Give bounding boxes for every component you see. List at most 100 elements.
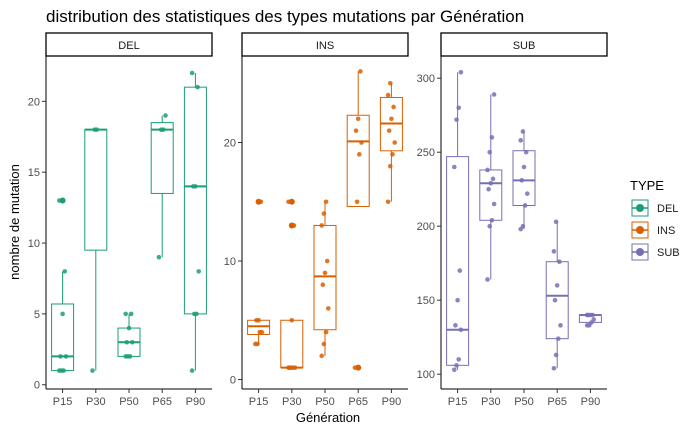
data-point (291, 223, 297, 228)
box-iqr (84, 129, 108, 251)
data-point (57, 198, 62, 203)
data-point (286, 199, 291, 205)
data-point (386, 128, 392, 133)
data-point (323, 329, 329, 335)
legend-label: INS (657, 225, 675, 237)
facet-strip (440, 32, 608, 57)
box-sub-p15 (446, 69, 470, 373)
data-point (489, 135, 495, 140)
box-ins-p30 (280, 198, 304, 370)
data-point (551, 365, 557, 371)
x-tick-label: P50 (315, 396, 335, 408)
data-point (489, 217, 495, 223)
y-tick-label: 5 (34, 309, 40, 321)
data-point (195, 84, 200, 90)
data-point (322, 270, 328, 276)
data-point (523, 149, 529, 155)
data-point (255, 341, 260, 347)
data-point (458, 69, 464, 75)
facet-strip-label: INS (316, 40, 334, 52)
data-point (321, 211, 327, 216)
data-point (62, 269, 68, 274)
chart-title: distribution des statistiques des types … (46, 7, 524, 26)
data-point (321, 341, 327, 347)
data-point (558, 323, 563, 328)
data-point (388, 163, 393, 169)
data-point (556, 336, 561, 341)
data-point (124, 339, 130, 345)
box-iqr (183, 86, 207, 315)
box-ins-p90 (379, 80, 403, 205)
data-point (488, 180, 494, 186)
data-point (189, 368, 195, 373)
data-point (189, 70, 195, 76)
data-point (128, 311, 134, 317)
legend-entry-ins: INS (631, 221, 675, 239)
data-point (324, 258, 330, 264)
box-sub-p90 (578, 312, 602, 328)
legend-entry-del: DEL (631, 199, 678, 217)
data-point (289, 317, 295, 323)
data-point (553, 219, 559, 225)
box-ins-p15 (247, 198, 271, 347)
data-point (358, 69, 363, 74)
data-point (196, 269, 201, 274)
data-point (126, 325, 132, 331)
box-ins-p50 (313, 199, 337, 359)
data-point (454, 117, 459, 122)
data-point (591, 317, 596, 322)
data-point (163, 113, 168, 118)
x-tick-label: P50 (514, 396, 534, 408)
x-tick-label: P30 (481, 396, 501, 408)
data-point (454, 363, 459, 368)
data-point (385, 92, 391, 98)
legend-key-point (636, 226, 644, 234)
y-axis-label: nombre de mutation (7, 164, 22, 280)
box-sub-p65 (545, 219, 569, 371)
data-point (388, 80, 393, 86)
y-tick-label: 0 (34, 380, 40, 392)
data-point (485, 277, 490, 282)
data-point (60, 311, 65, 317)
data-point (552, 297, 558, 303)
y-tick-label: 200 (417, 221, 435, 233)
data-point (256, 317, 261, 323)
data-point (319, 353, 325, 359)
box-del-p30 (84, 127, 108, 373)
x-tick-label: P15 (448, 396, 468, 408)
data-point (63, 354, 69, 359)
x-tick-label: P30 (282, 396, 302, 408)
x-tick-label: P65 (348, 396, 368, 408)
data-point (584, 312, 590, 318)
box-sub-p30 (479, 92, 503, 282)
y-tick-label: 10 (28, 238, 40, 250)
facet-panel-ins: INS 0 10 20 P15 P30 P50 P65 P90 (224, 32, 409, 408)
y-tick-label: 300 (417, 73, 435, 85)
data-point (385, 199, 391, 205)
data-point (485, 167, 490, 173)
box-del-p50 (117, 311, 141, 359)
data-point (525, 191, 530, 196)
legend-label: DEL (657, 203, 678, 215)
data-point (491, 201, 497, 207)
y-tick-label: 250 (417, 147, 435, 159)
data-point (194, 311, 199, 317)
x-tick-label: P15 (249, 396, 269, 408)
data-point (458, 327, 464, 333)
x-tick-label: P65 (152, 396, 172, 408)
y-tick-label: 150 (417, 295, 435, 307)
data-point (490, 176, 496, 182)
data-point (522, 203, 528, 208)
data-point (357, 152, 362, 157)
data-point (352, 365, 358, 370)
data-point (590, 312, 595, 318)
outlier-point (355, 364, 362, 371)
x-tick-label: P15 (53, 396, 73, 408)
legend: TYPE DEL INS SUB (630, 178, 680, 261)
data-point (354, 199, 360, 205)
box-sub-p50 (512, 129, 536, 232)
data-point (389, 116, 394, 122)
data-point (161, 127, 166, 132)
data-point (359, 140, 364, 145)
